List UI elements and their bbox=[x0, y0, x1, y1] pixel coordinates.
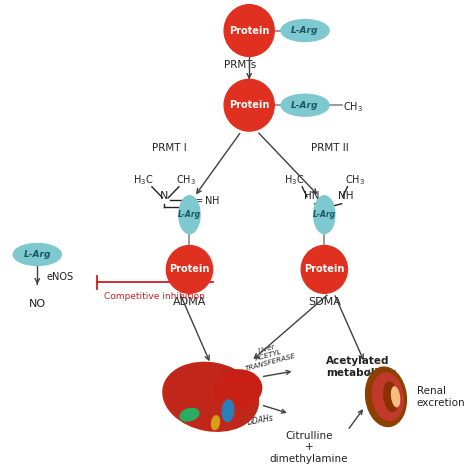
Text: L-Arg: L-Arg bbox=[24, 250, 51, 259]
Text: ADMA: ADMA bbox=[173, 297, 206, 307]
Text: Protein: Protein bbox=[229, 100, 269, 110]
Ellipse shape bbox=[179, 196, 200, 234]
Text: DDAHs: DDAHs bbox=[247, 414, 275, 427]
Text: L-Arg: L-Arg bbox=[178, 210, 201, 219]
Text: CH$_3$: CH$_3$ bbox=[343, 100, 363, 114]
Ellipse shape bbox=[214, 370, 262, 408]
Text: Protein: Protein bbox=[229, 26, 269, 36]
Text: Protein: Protein bbox=[169, 264, 210, 274]
Ellipse shape bbox=[314, 196, 335, 234]
Ellipse shape bbox=[211, 416, 219, 429]
Ellipse shape bbox=[13, 244, 61, 265]
Text: PRMT I: PRMT I bbox=[152, 143, 187, 153]
Text: $=$NH: $=$NH bbox=[193, 194, 220, 206]
Ellipse shape bbox=[163, 363, 258, 431]
Text: PRMT II: PRMT II bbox=[311, 143, 349, 153]
Ellipse shape bbox=[365, 367, 406, 427]
Text: Citrulline
+
dimethylamine: Citrulline + dimethylamine bbox=[270, 431, 348, 464]
Text: H$_3$C: H$_3$C bbox=[284, 173, 305, 187]
Text: eNOS: eNOS bbox=[47, 273, 74, 283]
Ellipse shape bbox=[392, 387, 400, 407]
Text: Renal
excretion: Renal excretion bbox=[417, 386, 465, 408]
Text: H$_3$C: H$_3$C bbox=[133, 173, 154, 187]
Text: PRMTs: PRMTs bbox=[224, 60, 256, 70]
Text: Liver
ACETYL
TRANSFERASE: Liver ACETYL TRANSFERASE bbox=[241, 339, 296, 373]
Ellipse shape bbox=[384, 382, 398, 411]
Text: Protein: Protein bbox=[304, 264, 345, 274]
Text: NO: NO bbox=[29, 299, 46, 309]
Ellipse shape bbox=[372, 373, 403, 420]
Ellipse shape bbox=[281, 94, 329, 116]
Circle shape bbox=[224, 5, 274, 56]
Text: L-Arg: L-Arg bbox=[292, 26, 319, 35]
Text: NH: NH bbox=[338, 191, 353, 201]
Ellipse shape bbox=[180, 409, 199, 421]
Text: HN: HN bbox=[304, 191, 319, 201]
Circle shape bbox=[166, 246, 212, 293]
Text: N: N bbox=[160, 191, 169, 201]
Text: L-Arg: L-Arg bbox=[313, 210, 336, 219]
Ellipse shape bbox=[281, 19, 329, 42]
Text: Competitive inhibition: Competitive inhibition bbox=[104, 292, 205, 301]
Text: SDMA: SDMA bbox=[308, 297, 341, 307]
Ellipse shape bbox=[222, 400, 234, 422]
Text: L-Arg: L-Arg bbox=[292, 100, 319, 109]
Text: CH$_3$: CH$_3$ bbox=[345, 173, 365, 187]
Circle shape bbox=[224, 79, 274, 131]
Text: Acetylated
metabolites: Acetylated metabolites bbox=[326, 356, 397, 378]
Text: CH$_3$: CH$_3$ bbox=[175, 173, 196, 187]
Circle shape bbox=[301, 246, 347, 293]
